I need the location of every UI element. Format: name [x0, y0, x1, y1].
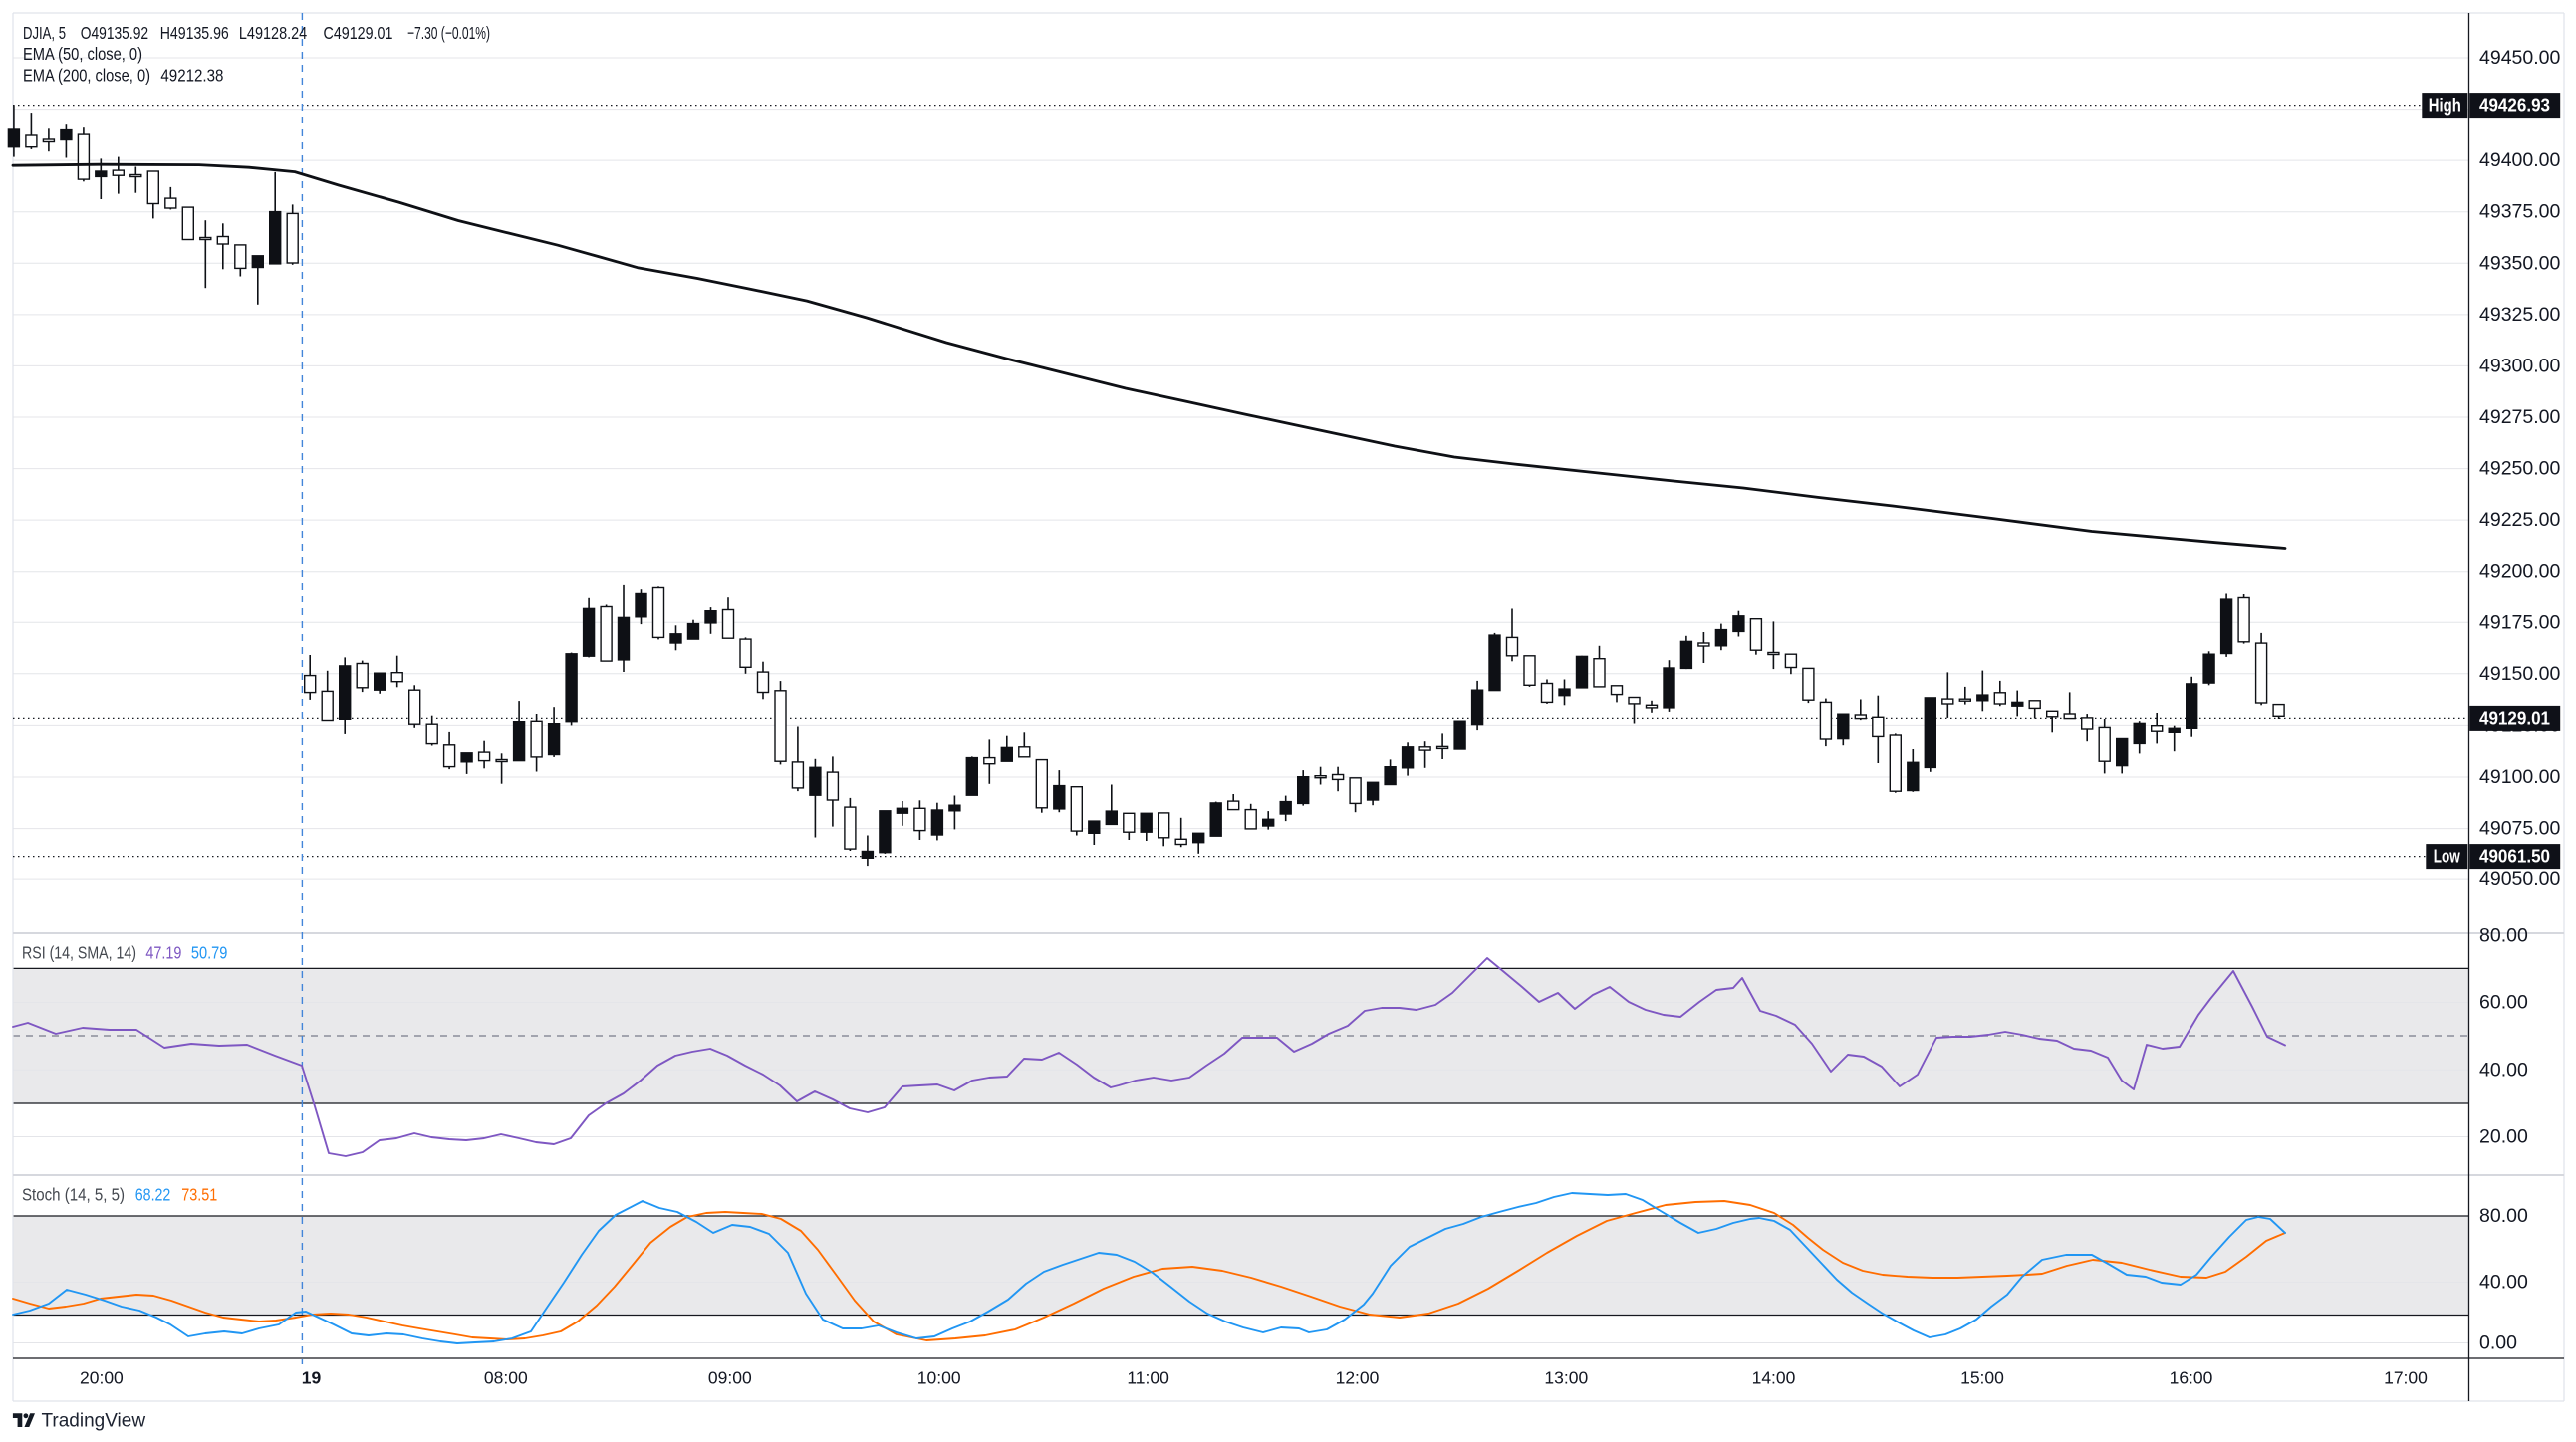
svg-text:49150.00: 49150.00	[2479, 663, 2560, 685]
svg-text:17:00: 17:00	[2384, 1368, 2428, 1388]
svg-text:49350.00: 49350.00	[2479, 252, 2560, 274]
svg-text:49100.00: 49100.00	[2479, 766, 2560, 788]
svg-text:H49135.96: H49135.96	[160, 23, 229, 43]
svg-text:20.00: 20.00	[2479, 1126, 2528, 1148]
svg-text:68.22: 68.22	[135, 1185, 171, 1205]
svg-text:Low: Low	[2434, 847, 2461, 867]
svg-text:−7.30 (−0.01%): −7.30 (−0.01%)	[407, 23, 490, 43]
svg-text:49375.00: 49375.00	[2479, 201, 2560, 223]
svg-text:40.00: 40.00	[2479, 1059, 2528, 1081]
svg-text:49225.00: 49225.00	[2479, 509, 2560, 531]
svg-text:47.19: 47.19	[145, 943, 181, 963]
svg-text:EMA (50, close, 0): EMA (50, close, 0)	[23, 44, 142, 64]
svg-text:11:00: 11:00	[1127, 1368, 1169, 1388]
svg-text:12:00: 12:00	[1336, 1368, 1380, 1388]
svg-text:49050.00: 49050.00	[2479, 868, 2560, 890]
svg-text:13:00: 13:00	[1544, 1368, 1588, 1388]
svg-text:16:00: 16:00	[2170, 1368, 2213, 1388]
svg-text:RSI (14, SMA, 14): RSI (14, SMA, 14)	[22, 943, 136, 963]
svg-text:49300.00: 49300.00	[2479, 355, 2560, 376]
svg-text:60.00: 60.00	[2479, 992, 2528, 1014]
svg-text:49426.93: 49426.93	[2479, 96, 2550, 116]
svg-text:49450.00: 49450.00	[2479, 47, 2560, 69]
svg-text:O49135.92: O49135.92	[81, 23, 148, 43]
svg-text:80.00: 80.00	[2479, 925, 2528, 947]
svg-text:49250.00: 49250.00	[2479, 458, 2560, 480]
svg-text:73.51: 73.51	[181, 1185, 217, 1205]
svg-text:09:00: 09:00	[708, 1368, 752, 1388]
svg-text:49200.00: 49200.00	[2479, 561, 2560, 583]
svg-text:49075.00: 49075.00	[2479, 818, 2560, 840]
svg-text:EMA (200, close, 0): EMA (200, close, 0)	[23, 66, 150, 86]
svg-text:08:00: 08:00	[484, 1368, 528, 1388]
svg-text:49275.00: 49275.00	[2479, 406, 2560, 428]
svg-text:49061.50: 49061.50	[2479, 847, 2550, 867]
svg-text:TradingView: TradingView	[42, 1410, 146, 1431]
svg-text:0.00: 0.00	[2479, 1332, 2517, 1354]
svg-text:49129.01: 49129.01	[2479, 708, 2550, 728]
svg-text:High: High	[2429, 96, 2461, 116]
svg-text:15:00: 15:00	[1960, 1368, 2004, 1388]
svg-text:50.79: 50.79	[191, 943, 228, 963]
svg-text:40.00: 40.00	[2479, 1272, 2528, 1294]
svg-text:49175.00: 49175.00	[2479, 611, 2560, 633]
svg-text:80.00: 80.00	[2479, 1205, 2528, 1227]
svg-text:49400.00: 49400.00	[2479, 149, 2560, 171]
svg-text:20:00: 20:00	[80, 1368, 124, 1388]
svg-text:C49129.01: C49129.01	[324, 23, 393, 43]
svg-text:14:00: 14:00	[1752, 1368, 1796, 1388]
svg-text:49325.00: 49325.00	[2479, 304, 2560, 326]
svg-text:L49128.24: L49128.24	[239, 23, 308, 43]
svg-text:10:00: 10:00	[917, 1368, 961, 1388]
svg-text:49212.38: 49212.38	[160, 66, 223, 86]
svg-text:19: 19	[302, 1368, 322, 1388]
svg-text:DJIA, 5: DJIA, 5	[23, 23, 66, 43]
svg-text:Stoch (14, 5, 5): Stoch (14, 5, 5)	[22, 1185, 125, 1205]
